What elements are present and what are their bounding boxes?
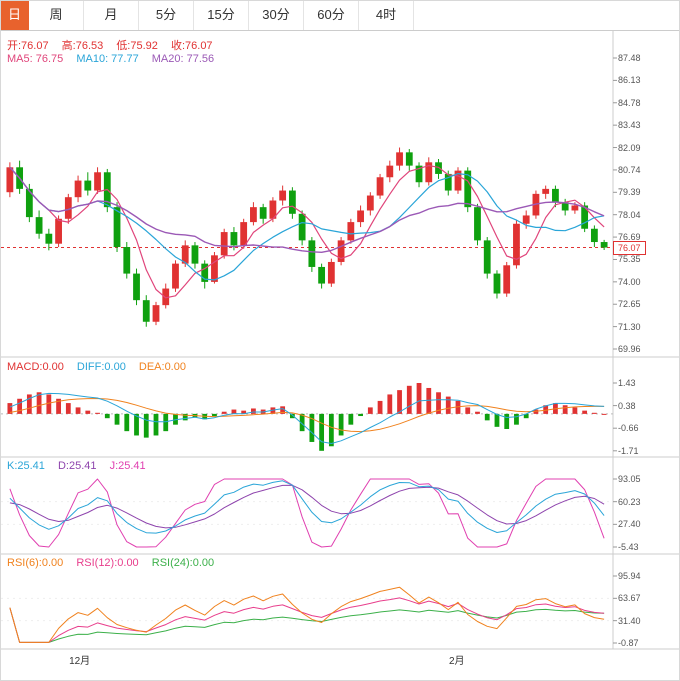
tab-monthly[interactable]: 月 (84, 1, 139, 30)
ohlc-readout: 开:76.07 高:76.53 低:75.92 收:76.07 (7, 37, 223, 53)
tab-30min[interactable]: 30分 (249, 1, 304, 30)
axis-label: 82.09 (618, 142, 641, 153)
axis-label: 79.39 (618, 187, 641, 198)
d-value: D:25.41 (57, 460, 97, 472)
macd-header: MACD:0.00 DIFF:0.00 DEA:0.00 (7, 361, 196, 373)
axis-label: 87.48 (618, 53, 641, 63)
axis-label: 69.96 (618, 343, 641, 354)
ma20-value: MA20: 77.56 (151, 53, 215, 65)
axis-label: 93.05 (618, 474, 641, 484)
low-value: 低:75.92 (116, 40, 158, 52)
axis-label: 1.43 (618, 378, 636, 388)
k-value: K:25.41 (7, 460, 45, 472)
tab-5min[interactable]: 5分 (139, 1, 194, 30)
tab-60min[interactable]: 60分 (304, 1, 359, 30)
j-value: J:25.41 (109, 460, 146, 472)
axis-label: 0.38 (618, 400, 636, 411)
close-value: 收:76.07 (170, 40, 213, 52)
ma10-value: MA10: 77.77 (76, 53, 139, 65)
axis-label: -5.43 (618, 542, 639, 552)
ma5-value: MA5: 76.75 (7, 53, 64, 65)
axis-label: 60.23 (618, 496, 641, 507)
axis-label: 83.43 (618, 120, 641, 131)
axis-label: 27.40 (618, 519, 641, 530)
rsi6-value: RSI(6):0.00 (7, 557, 64, 569)
dea-value: DEA:0.00 (138, 361, 186, 373)
tab-4hour[interactable]: 4时 (359, 1, 414, 30)
axis-label: 76.69 (618, 232, 641, 243)
axis-label: 71.30 (618, 321, 641, 332)
timeframe-toolbar: 日 周 月 5分 15分 30分 60分 4时 (1, 1, 679, 31)
axis-label: 75.35 (618, 254, 641, 265)
kdj-header: K:25.41 D:25.41 J:25.41 (7, 460, 156, 472)
x-axis-label: 12月 (69, 656, 91, 667)
axis-label: -0.87 (618, 637, 639, 648)
axis-label: 31.40 (618, 615, 641, 626)
axis-label: 63.67 (618, 593, 641, 604)
axis-label: -1.71 (618, 445, 639, 456)
rsi24-value: RSI(24):0.00 (151, 557, 215, 569)
rsi12-value: RSI(12):0.00 (76, 557, 139, 569)
macd-value: MACD:0.00 (7, 361, 64, 373)
x-axis-label: 2月 (449, 656, 465, 667)
ma-readout: MA5: 76.75 MA10: 77.77 MA20: 77.56 (7, 53, 224, 65)
axis-label: 72.65 (618, 299, 641, 310)
axis-label: 95.94 (618, 571, 641, 581)
rsi-header: RSI(6):0.00 RSI(12):0.00 RSI(24):0.00 (7, 557, 224, 569)
diff-value: DIFF:0.00 (76, 361, 126, 373)
axis-label: 86.13 (618, 75, 641, 86)
high-value: 高:76.53 (61, 40, 104, 52)
open-value: 开:76.07 (7, 40, 49, 52)
axis-label: 78.04 (618, 209, 641, 220)
axis-label: 84.78 (618, 97, 641, 108)
axis-label: 74.00 (618, 276, 641, 287)
tab-weekly[interactable]: 周 (29, 1, 84, 30)
current-price-badge: 76.07 (613, 241, 646, 255)
tab-daily[interactable]: 日 (1, 1, 29, 30)
axis-label: -0.66 (618, 423, 639, 434)
axis-label: 80.74 (618, 164, 641, 175)
tab-15min[interactable]: 15分 (194, 1, 249, 30)
